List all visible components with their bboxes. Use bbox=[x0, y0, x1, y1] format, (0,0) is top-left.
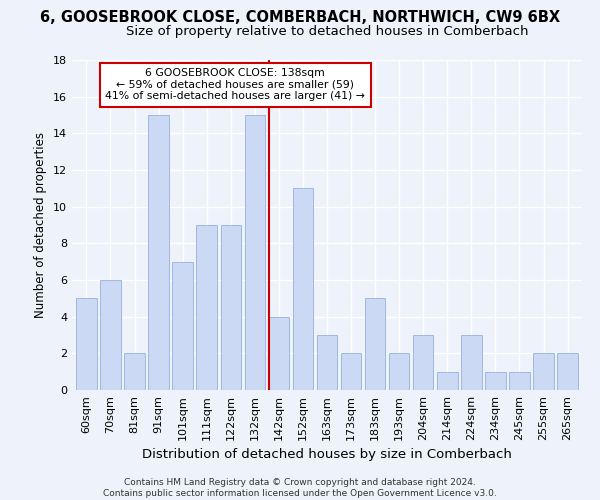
Bar bbox=[341, 354, 361, 390]
Bar bbox=[317, 335, 337, 390]
Bar bbox=[509, 372, 530, 390]
Bar bbox=[461, 335, 482, 390]
Bar bbox=[196, 225, 217, 390]
Bar bbox=[485, 372, 506, 390]
Bar bbox=[533, 354, 554, 390]
Bar bbox=[293, 188, 313, 390]
Bar bbox=[172, 262, 193, 390]
Bar bbox=[365, 298, 385, 390]
Bar bbox=[557, 354, 578, 390]
Text: 6 GOOSEBROOK CLOSE: 138sqm
← 59% of detached houses are smaller (59)
41% of semi: 6 GOOSEBROOK CLOSE: 138sqm ← 59% of deta… bbox=[105, 68, 365, 102]
Title: Size of property relative to detached houses in Comberbach: Size of property relative to detached ho… bbox=[126, 25, 528, 38]
Bar bbox=[245, 115, 265, 390]
Y-axis label: Number of detached properties: Number of detached properties bbox=[34, 132, 47, 318]
Bar bbox=[148, 115, 169, 390]
X-axis label: Distribution of detached houses by size in Comberbach: Distribution of detached houses by size … bbox=[142, 448, 512, 462]
Text: Contains HM Land Registry data © Crown copyright and database right 2024.
Contai: Contains HM Land Registry data © Crown c… bbox=[103, 478, 497, 498]
Bar bbox=[389, 354, 409, 390]
Text: 6, GOOSEBROOK CLOSE, COMBERBACH, NORTHWICH, CW9 6BX: 6, GOOSEBROOK CLOSE, COMBERBACH, NORTHWI… bbox=[40, 10, 560, 25]
Bar bbox=[269, 316, 289, 390]
Bar bbox=[413, 335, 433, 390]
Bar bbox=[221, 225, 241, 390]
Bar bbox=[76, 298, 97, 390]
Bar bbox=[437, 372, 458, 390]
Bar bbox=[100, 280, 121, 390]
Bar bbox=[124, 354, 145, 390]
